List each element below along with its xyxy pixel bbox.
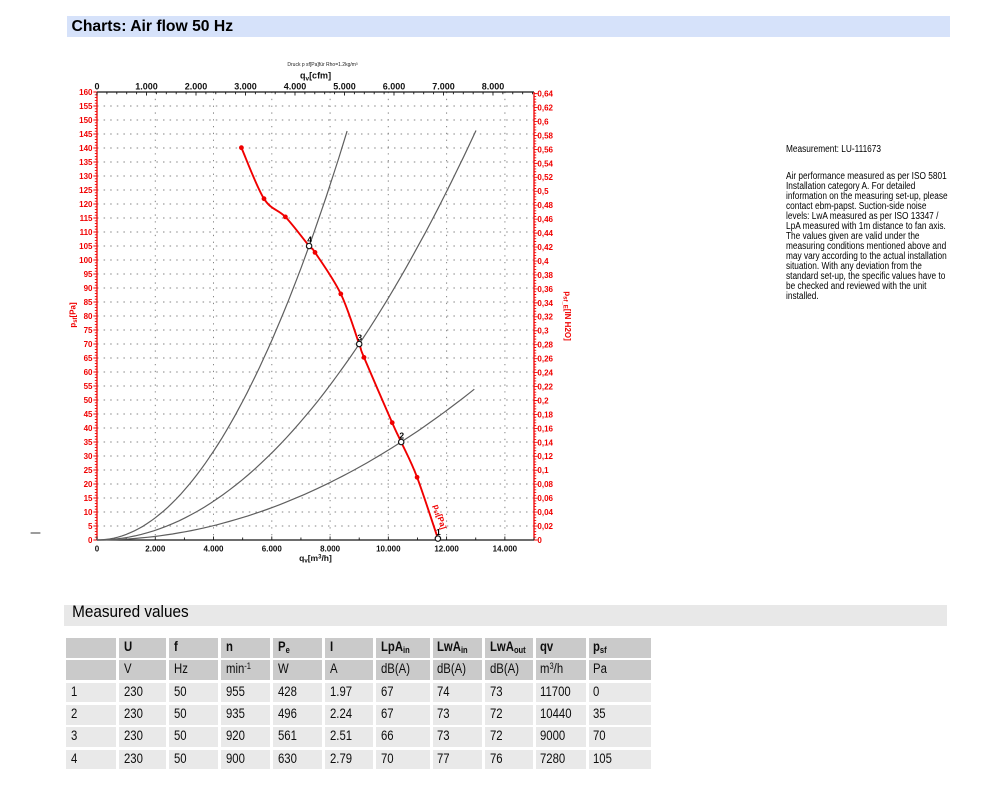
svg-text:15: 15 — [84, 494, 93, 503]
svg-text:0,1: 0,1 — [537, 466, 549, 475]
svg-text:0,5: 0,5 — [537, 187, 549, 196]
svg-text:85: 85 — [84, 298, 93, 307]
svg-text:Druck p sf[Pa]für Rho=1.2kg/m³: Druck p sf[Pa]für Rho=1.2kg/m³ — [287, 62, 358, 68]
svg-text:50: 50 — [84, 396, 93, 405]
svg-text:psf_E[IN H2O]: psf_E[IN H2O] — [562, 291, 572, 341]
svg-text:160: 160 — [79, 88, 93, 97]
svg-text:115: 115 — [80, 214, 93, 223]
svg-text:60: 60 — [84, 368, 93, 377]
svg-text:0,14: 0,14 — [537, 438, 553, 447]
svg-text:0,2: 0,2 — [537, 396, 549, 405]
svg-text:0,42: 0,42 — [537, 243, 553, 252]
svg-text:70: 70 — [84, 340, 93, 349]
svg-text:30: 30 — [84, 452, 93, 461]
svg-text:0,22: 0,22 — [537, 383, 553, 392]
svg-text:40: 40 — [84, 424, 93, 433]
svg-text:qv[cfm]: qv[cfm] — [300, 71, 331, 83]
svg-text:1: 1 — [436, 527, 441, 537]
svg-text:0,52: 0,52 — [537, 173, 553, 182]
svg-text:0,3: 0,3 — [537, 327, 549, 336]
svg-text:0,62: 0,62 — [537, 104, 553, 113]
svg-text:2: 2 — [399, 430, 404, 440]
svg-text:0,32: 0,32 — [537, 313, 553, 322]
svg-text:0,34: 0,34 — [537, 299, 553, 308]
svg-text:0,02: 0,02 — [537, 522, 553, 531]
svg-text:7.000: 7.000 — [432, 82, 455, 92]
svg-text:120: 120 — [79, 200, 93, 209]
svg-text:0: 0 — [94, 82, 99, 92]
svg-text:0,4: 0,4 — [537, 257, 549, 266]
svg-text:125: 125 — [79, 186, 93, 195]
svg-text:0,46: 0,46 — [537, 215, 553, 224]
svg-text:qv[m3/h]: qv[m3/h] — [299, 553, 332, 565]
svg-text:14.000: 14.000 — [493, 545, 518, 554]
svg-text:4.000: 4.000 — [203, 545, 224, 554]
svg-text:0,48: 0,48 — [537, 201, 553, 210]
svg-text:105: 105 — [79, 242, 93, 251]
svg-text:8.000: 8.000 — [482, 82, 505, 92]
svg-text:55: 55 — [84, 382, 93, 391]
svg-text:0,54: 0,54 — [537, 159, 553, 168]
svg-text:3: 3 — [357, 332, 362, 342]
svg-text:0,12: 0,12 — [537, 452, 553, 461]
svg-text:0,38: 0,38 — [537, 271, 553, 280]
svg-text:0,06: 0,06 — [537, 494, 553, 503]
svg-text:20: 20 — [84, 480, 93, 489]
svg-text:0: 0 — [88, 536, 93, 545]
svg-text:0,44: 0,44 — [537, 229, 553, 238]
svg-text:0,08: 0,08 — [537, 480, 553, 489]
svg-text:110: 110 — [80, 228, 93, 237]
svg-text:155: 155 — [79, 102, 93, 111]
svg-text:75: 75 — [84, 326, 93, 335]
svg-text:6.000: 6.000 — [262, 545, 283, 554]
svg-text:0,36: 0,36 — [537, 285, 553, 294]
svg-text:0,28: 0,28 — [537, 341, 553, 350]
svg-text:35: 35 — [84, 438, 93, 447]
svg-text:6.000: 6.000 — [383, 82, 406, 92]
svg-text:4.000: 4.000 — [284, 82, 307, 92]
svg-text:12.000: 12.000 — [434, 545, 459, 554]
svg-text:130: 130 — [79, 172, 93, 181]
svg-text:0: 0 — [95, 545, 100, 554]
svg-text:10.000: 10.000 — [376, 545, 401, 554]
svg-text:1.000: 1.000 — [135, 82, 158, 92]
svg-text:0,16: 0,16 — [537, 424, 553, 433]
svg-text:95: 95 — [84, 270, 93, 279]
svg-text:0,56: 0,56 — [537, 145, 553, 154]
svg-text:150: 150 — [79, 116, 93, 125]
svg-text:100: 100 — [79, 256, 93, 265]
svg-text:65: 65 — [84, 354, 93, 363]
svg-text:0,64: 0,64 — [537, 90, 553, 99]
svg-text:90: 90 — [84, 284, 93, 293]
svg-text:5: 5 — [88, 522, 93, 531]
svg-text:0,18: 0,18 — [537, 410, 553, 419]
svg-text:145: 145 — [79, 130, 93, 139]
svg-text:25: 25 — [84, 466, 93, 475]
svg-text:0,04: 0,04 — [537, 508, 553, 517]
svg-text:psf[Pa]: psf[Pa] — [69, 302, 79, 328]
svg-text:80: 80 — [84, 312, 93, 321]
svg-text:45: 45 — [84, 410, 93, 419]
svg-text:0,58: 0,58 — [537, 131, 553, 140]
svg-text:0,24: 0,24 — [537, 369, 553, 378]
svg-text:2.000: 2.000 — [185, 82, 208, 92]
svg-text:140: 140 — [79, 144, 93, 153]
svg-text:0,26: 0,26 — [537, 355, 553, 364]
svg-text:0: 0 — [537, 536, 542, 545]
svg-text:0,6: 0,6 — [537, 117, 549, 126]
svg-text:4: 4 — [307, 234, 312, 244]
svg-text:3.000: 3.000 — [234, 82, 257, 92]
svg-text:135: 135 — [79, 158, 93, 167]
svg-text:8.000: 8.000 — [320, 545, 341, 554]
svg-text:psf[Pa]: psf[Pa] — [430, 503, 448, 531]
svg-text:2.000: 2.000 — [145, 545, 166, 554]
svg-text:10: 10 — [84, 508, 93, 517]
svg-text:5.000: 5.000 — [333, 82, 356, 92]
